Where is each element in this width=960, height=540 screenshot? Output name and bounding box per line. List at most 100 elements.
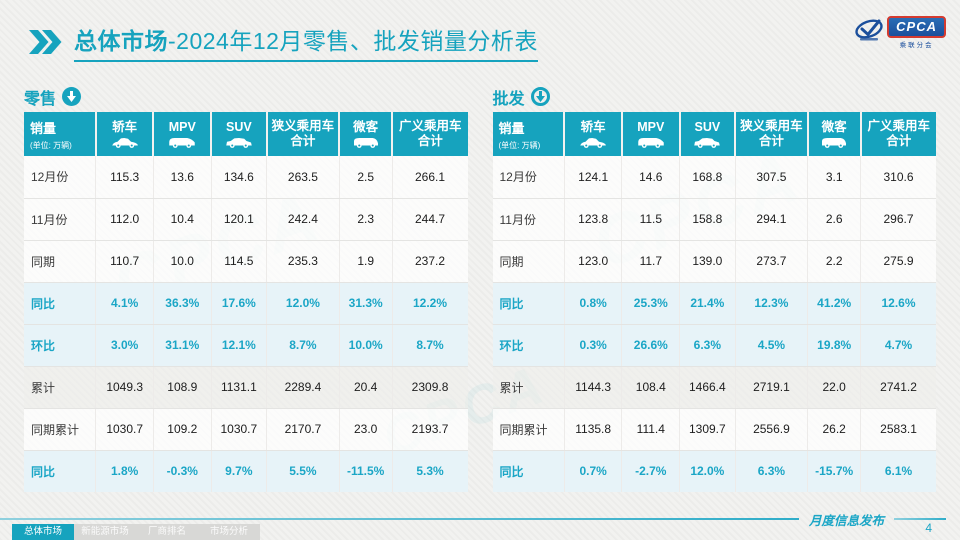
data-cell: 10.4 <box>153 198 212 241</box>
data-cell: 123.8 <box>564 198 623 241</box>
data-cell: 31.1% <box>153 324 212 367</box>
data-cell: 242.4 <box>266 198 340 241</box>
tab-0[interactable]: 总体市场 <box>12 524 74 540</box>
data-cell: 14.6 <box>621 156 681 199</box>
column-header: 狭义乘用车 合计 <box>266 112 341 156</box>
title-bold-part: 总体市场 <box>74 28 168 54</box>
page-number: 4 <box>925 521 932 535</box>
data-cell: 9.7% <box>211 450 268 492</box>
row-label: 同期累计 <box>24 408 97 451</box>
table-row: 同比 0.8% 25.3% 21.4% 12.3% 41.2% 12.6% <box>492 282 936 325</box>
row-label: 同比 <box>492 450 565 492</box>
data-cell: 12.3% <box>735 282 809 325</box>
column-header: SUV <box>211 112 268 156</box>
column-header: MPV <box>153 112 213 156</box>
data-cell: 8.7% <box>266 324 340 367</box>
sales-unit-note: (单位: 万辆) <box>30 140 72 150</box>
table-row: 同比 1.8% -0.3% 9.7% 5.5% -11.5% 5.3% <box>24 450 468 492</box>
column-header: 狭义乘用车 合计 <box>735 112 809 156</box>
data-cell: 20.4 <box>339 366 393 409</box>
logo-brand: CPCA <box>887 16 946 38</box>
column-label: 合计 <box>758 134 784 148</box>
data-cell: 1135.8 <box>564 408 623 451</box>
table-row: 累计 1049.3 108.9 1131.1 2289.4 20.4 2309.8 <box>24 366 468 409</box>
table-row: 累计 1144.3 108.4 1466.4 2719.1 22.0 2741.2 <box>492 366 936 409</box>
title-rest-part: -2024年12月零售、批发销量分析表 <box>168 28 538 54</box>
retail-table: 销量 (单位: 万辆) 轿车 MPV SUV 狭义乘用车 合计 微客 广义乘用车 合计 12月份 11… <box>24 112 468 492</box>
column-label: 广义乘用车 <box>867 119 931 133</box>
data-cell: 110.7 <box>95 240 154 283</box>
wholesale-section-header: 批发 <box>493 84 937 109</box>
data-cell: 2170.7 <box>266 408 340 451</box>
data-cell: 5.3% <box>392 450 468 492</box>
data-cell: 10.0% <box>339 324 393 367</box>
suv-car-icon <box>681 136 734 149</box>
table-row: 同比 0.7% -2.7% 12.0% 6.3% -15.7% 6.1% <box>492 450 936 492</box>
data-cell: 25.3% <box>621 282 681 325</box>
column-header: 广义乘用车 合计 <box>860 112 936 156</box>
data-cell: 5.5% <box>266 450 340 492</box>
column-label: 轿车 <box>112 119 138 134</box>
data-cell: 12.6% <box>860 282 936 325</box>
data-cell: 3.0% <box>95 324 154 367</box>
data-cell: 6.3% <box>735 450 809 492</box>
mpv-car-icon <box>154 136 210 149</box>
data-cell: 1049.3 <box>95 366 154 409</box>
table-row: 11月份 112.0 10.4 120.1 242.4 2.3 244.7 <box>24 198 468 241</box>
data-cell: 3.1 <box>807 156 862 199</box>
bottom-tabs: 总体市场 新能源市场 厂商排名 市场分析 <box>12 524 260 540</box>
data-cell: 1.9 <box>339 240 393 283</box>
header-row: 销量 (单位: 万辆) 轿车 MPV SUV 狭义乘用车 合计 微客 广义乘用车 合计 <box>24 112 468 156</box>
data-cell: 13.6 <box>153 156 212 199</box>
data-cell: 244.7 <box>392 198 468 241</box>
tab-1[interactable]: 新能源市场 <box>74 524 136 540</box>
download-circle-icon <box>530 87 550 106</box>
data-cell: 2193.7 <box>392 408 468 451</box>
header-row: 销量 (单位: 万辆) 轿车 MPV SUV 狭义乘用车 合计 微客 广义乘用车 合计 <box>492 112 936 156</box>
row-label: 同比 <box>24 450 97 492</box>
tab-3[interactable]: 市场分析 <box>198 524 260 540</box>
data-cell: 2309.8 <box>392 366 468 409</box>
row-label: 同期 <box>492 240 565 283</box>
data-cell: 31.3% <box>339 282 393 325</box>
data-cell: 168.8 <box>679 156 736 199</box>
data-cell: 294.1 <box>735 198 809 241</box>
wholesale-panel: 批发 销量 (单位: 万辆) 轿车 MPV SUV 狭义乘用车 合计 微客 广义乘用车 合计 12月… <box>492 84 937 492</box>
column-header: SUV <box>679 112 737 156</box>
data-cell: 115.3 <box>95 156 154 199</box>
column-label: MPV <box>168 119 196 134</box>
data-cell: 26.2 <box>807 408 862 451</box>
data-cell: 2719.1 <box>735 366 809 409</box>
data-cell: 1030.7 <box>211 408 268 451</box>
data-cell: 23.0 <box>339 408 393 451</box>
sales-unit-header: 销量 (单位: 万辆) <box>492 112 566 156</box>
footer-line-right <box>894 518 946 520</box>
table-row: 同期累计 1030.7 109.2 1030.7 2170.7 23.0 2193.7 <box>24 408 468 451</box>
retail-section-header: 零售 <box>24 84 468 109</box>
section-label-wholesale: 批发 <box>492 90 525 108</box>
column-header: 轿车 <box>95 112 155 156</box>
data-cell: 123.0 <box>564 240 623 283</box>
column-header: 广义乘用车 合计 <box>392 112 468 156</box>
data-cell: 307.5 <box>735 156 809 199</box>
column-label: 合计 <box>290 134 316 148</box>
cpca-logo: CPCA 乘联分会 <box>854 16 946 49</box>
data-cell: 1309.7 <box>679 408 736 451</box>
data-cell: 120.1 <box>211 198 268 241</box>
data-cell: 158.8 <box>679 198 736 241</box>
logo-text-block: CPCA 乘联分会 <box>887 16 946 49</box>
tab-2[interactable]: 厂商排名 <box>136 524 198 540</box>
data-cell: 108.4 <box>621 366 681 409</box>
row-label: 同比 <box>492 282 565 325</box>
data-cell: 2.5 <box>339 156 393 199</box>
column-label: SUV <box>694 119 721 134</box>
row-label: 环比 <box>24 324 97 367</box>
row-label: 同期累计 <box>492 408 565 451</box>
sales-unit-title: 销量 <box>498 120 525 136</box>
table-row: 12月份 115.3 13.6 134.6 263.5 2.5 266.1 <box>24 156 468 199</box>
data-cell: 12.1% <box>211 324 268 367</box>
data-cell: 41.2% <box>807 282 862 325</box>
page-title: 总体市场-2024年12月零售、批发销量分析表 <box>74 22 538 62</box>
row-label: 12月份 <box>24 156 97 199</box>
